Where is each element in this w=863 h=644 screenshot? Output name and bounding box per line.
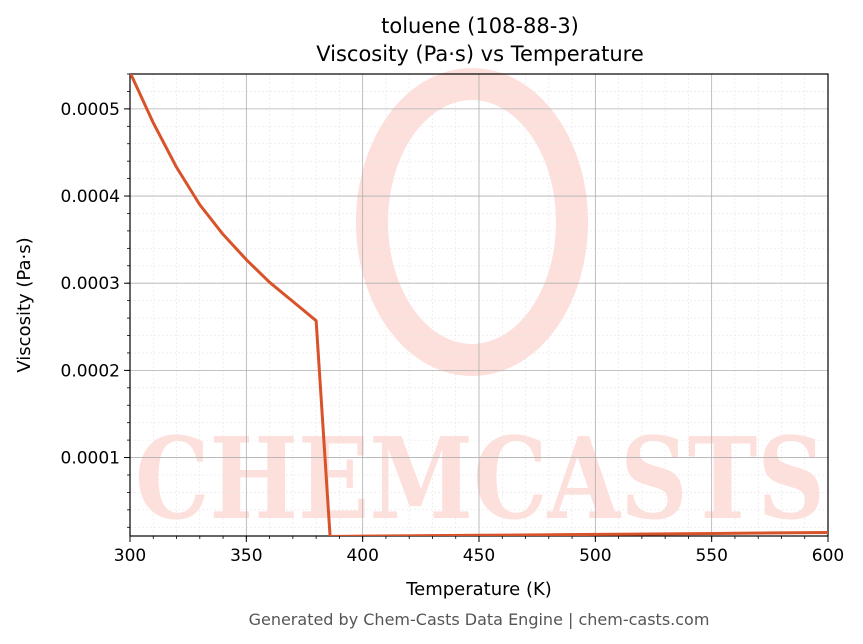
- watermark-text: CHEMCASTS: [135, 414, 825, 545]
- series-layer: [130, 74, 828, 536]
- y-tick-label: 0.0002: [61, 361, 120, 381]
- x-tick-label: 500: [579, 546, 611, 566]
- y-tick-label: 0.0001: [61, 449, 120, 469]
- x-tick-label: 400: [346, 546, 378, 566]
- y-tick-label: 0.0003: [61, 274, 120, 294]
- x-tick-label: 600: [812, 546, 844, 566]
- footer-credit: Generated by Chem-Casts Data Engine | ch…: [249, 610, 710, 629]
- axis-ticks: 300 350 400 450 500 550 600 0.0001 0.0002 0.0003 0…: [61, 73, 844, 566]
- x-tick-label: 550: [695, 546, 727, 566]
- x-axis-label: Temperature (K): [405, 579, 552, 600]
- y-tick-label: 0.0005: [61, 100, 120, 120]
- chemcasts-watermark: CHEMCASTS: [135, 68, 825, 545]
- y-tick-label: 0.0004: [61, 187, 120, 207]
- x-tick-label: 300: [114, 546, 146, 566]
- x-tick-label: 350: [230, 546, 262, 566]
- major-grid: [129, 74, 829, 536]
- chart-title: toluene (108-88-3): [381, 14, 579, 38]
- viscosity-series-line: [130, 74, 828, 536]
- y-axis-label: Viscosity (Pa·s): [14, 237, 35, 372]
- chart-subtitle: Viscosity (Pa·s) vs Temperature: [316, 42, 644, 66]
- watermark-ring-logo: [356, 68, 588, 376]
- x-tick-label: 450: [463, 546, 495, 566]
